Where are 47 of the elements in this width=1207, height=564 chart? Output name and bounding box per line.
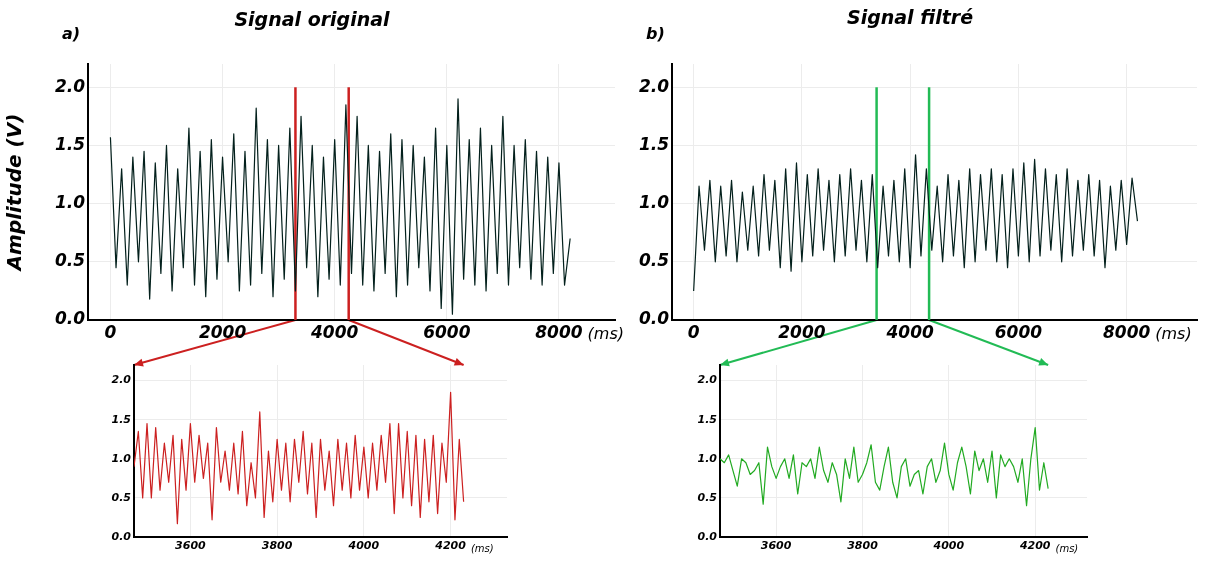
x-axis-title: (ms) (587, 324, 624, 344)
y-tick-label: 0.0 (54, 308, 86, 329)
x-axis-title: (ms) (470, 542, 494, 554)
chart-title: Signal filtré (846, 6, 974, 28)
x-tick-label: 2000 (198, 321, 247, 342)
y-tick-label: 1.0 (697, 451, 718, 465)
x-tick-label: 4000 (347, 539, 380, 553)
x-tick-label: 0 (104, 321, 117, 342)
text: b) (646, 24, 665, 43)
x-tick-label: 3800 (847, 539, 879, 553)
x-tick-label: 2000 (778, 321, 826, 342)
x-tick-label: 3800 (261, 539, 293, 553)
y-tick-label: 1.5 (697, 412, 718, 426)
x-tick-label: 6000 (994, 321, 1043, 342)
x-tick-label: 4000 (310, 321, 359, 342)
y-tick-label: 0.0 (638, 308, 670, 329)
x-tick-label: 8000 (1102, 321, 1151, 342)
y-tick-label: 1.5 (111, 412, 132, 426)
y-tick-label: 0.0 (111, 529, 132, 543)
chart-title: Signal original (234, 8, 390, 30)
y-axis-title: Amplitude (V) (2, 113, 27, 273)
x-tick-label: 8000 (535, 321, 583, 342)
x-tick-label: 4000 (885, 321, 934, 342)
y-tick-label: 1.0 (638, 192, 670, 213)
x-tick-label: 4200 (434, 539, 467, 553)
y-tick-label: 0.5 (697, 490, 718, 504)
y-tick-label: 1.5 (638, 133, 669, 154)
y-tick-label: 0.5 (54, 250, 85, 271)
x-axis-title: (ms) (1055, 542, 1079, 554)
y-tick-label: 1.5 (54, 133, 85, 154)
x-tick-label: 6000 (423, 321, 471, 342)
y-tick-label: 2.0 (697, 373, 718, 387)
y-tick-label: 0.5 (638, 250, 669, 271)
y-tick-label: 1.0 (54, 192, 86, 213)
y-tick-label: 2.0 (111, 373, 132, 387)
x-tick-label: 3600 (175, 539, 207, 553)
y-tick-label: 0.5 (111, 490, 132, 504)
x-tick-label: 3600 (760, 539, 792, 553)
y-tick-label: 1.0 (111, 451, 132, 465)
y-tick-label: 2.0 (54, 75, 86, 96)
x-tick-label: 4000 (932, 539, 965, 553)
x-axis-title: (ms) (1155, 324, 1192, 344)
y-tick-label: 2.0 (638, 75, 670, 96)
text: a) (62, 24, 81, 43)
x-tick-label: 4200 (1018, 539, 1051, 553)
y-tick-label: 0.0 (697, 529, 718, 543)
x-tick-label: 0 (687, 321, 700, 342)
